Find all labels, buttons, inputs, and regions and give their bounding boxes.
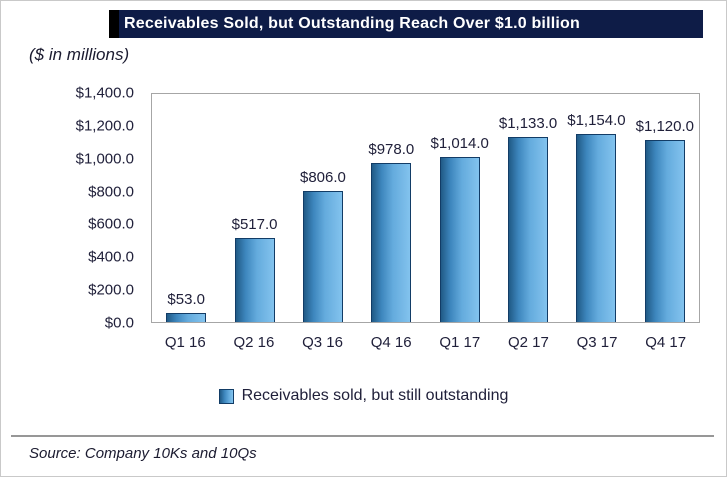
x-axis: Q1 16 Q2 16 Q3 16 Q4 16 Q1 17 Q2 17 Q3 17 Q4 17 [151, 334, 700, 356]
bar-value-label: $517.0 [231, 215, 278, 233]
x-tick-label: Q3 17 [576, 334, 618, 351]
x-tick-label: Q2 16 [233, 334, 275, 351]
bar-value-label: $53.0 [167, 291, 205, 309]
bar-q3-16 [302, 190, 343, 322]
x-tick-label: Q3 16 [302, 334, 343, 351]
bar-value-label: $806.0 [299, 168, 346, 186]
x-tick-label: Q4 17 [645, 334, 687, 351]
bar-q2-16 [234, 237, 275, 322]
bar-q2-17 [508, 137, 549, 322]
bar-q4-17 [644, 139, 685, 322]
x-tick-label: Q1 17 [439, 334, 481, 351]
y-axis: $1,400.0 $1,200.0 $1,000.0 $800.0 $600.0 $400… [1, 85, 144, 332]
bar-q1-16 [166, 313, 207, 322]
bar-value-label: $1,120.0 [635, 117, 695, 135]
bar-value-label: $978.0 [368, 140, 415, 158]
y-tick-label: $400.0 [88, 248, 134, 266]
bar-value-label: $1,014.0 [430, 134, 489, 152]
title-accent-bar [109, 10, 119, 38]
footer-divider [11, 435, 714, 437]
y-tick-label: $1,200.0 [75, 117, 134, 135]
chart-title: Receivables Sold, but Outstanding Reach … [124, 15, 580, 32]
bar-q1-17 [439, 156, 480, 322]
source-note: Source: Company 10Ks and 10Qs [29, 445, 257, 462]
bar-value-label: $1,133.0 [498, 115, 558, 133]
legend: Receivables sold, but still outstanding [1, 387, 726, 405]
y-tick-label: $1,000.0 [75, 150, 134, 168]
units-label: ($ in millions) [29, 45, 130, 64]
x-tick-label: Q1 16 [164, 334, 206, 351]
y-tick-label: $1,400.0 [75, 84, 134, 102]
y-tick-label: $200.0 [88, 281, 134, 299]
bar-q4-16 [371, 162, 412, 322]
plot-area: $53.0 $517.0 $806.0 $978.0 $1,014.0 $1,133.0 $… [151, 93, 700, 323]
y-tick-label: $800.0 [88, 183, 134, 201]
x-tick-label: Q2 17 [508, 334, 549, 351]
y-tick-label: $600.0 [88, 215, 134, 233]
x-tick-label: Q4 16 [370, 334, 412, 351]
bar-value-label: $1,154.0 [567, 112, 626, 130]
legend-swatch-icon [218, 388, 234, 404]
legend-label: Receivables sold, but still outstanding [241, 387, 509, 404]
bar-q3-17 [576, 134, 617, 322]
title-banner: Receivables Sold, but Outstanding Reach … [109, 10, 703, 38]
y-tick-label: $0.0 [104, 314, 134, 332]
